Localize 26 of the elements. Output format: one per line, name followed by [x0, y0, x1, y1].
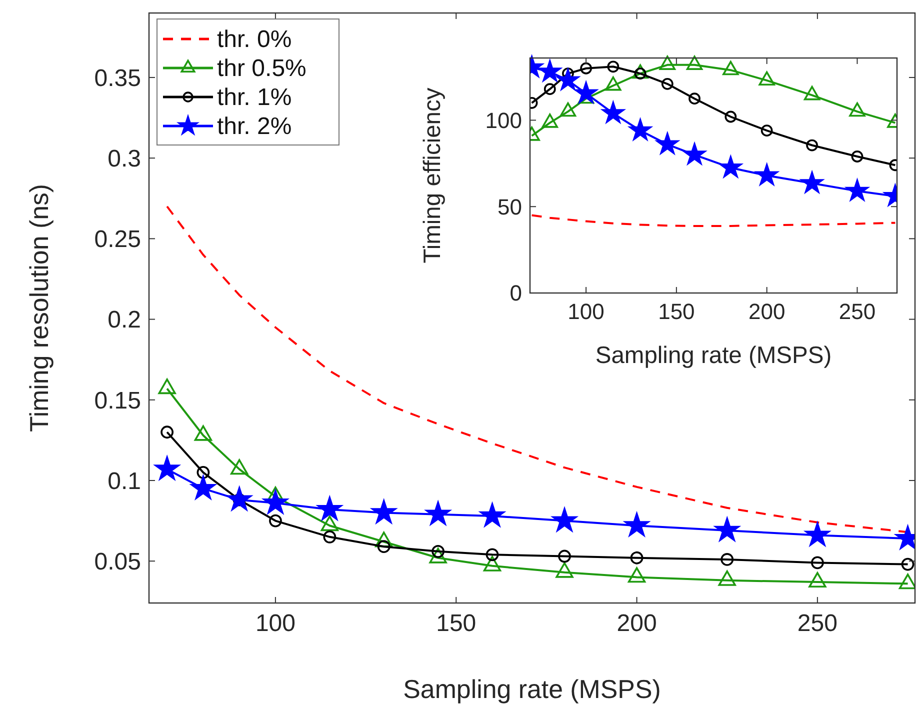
y-tick-label: 100	[485, 108, 522, 133]
y-tick-label: 0.25	[94, 226, 141, 254]
x-tick-label: 250	[797, 610, 838, 637]
legend-label: thr. 0%	[217, 26, 292, 53]
x-tick-label: 150	[436, 610, 476, 637]
y-tick-label: 0.2	[108, 306, 141, 334]
legend-label: thr. 2%	[217, 113, 292, 140]
y-axis-title: Timing resolution (ns)	[26, 184, 54, 432]
y-tick-label: 0.15	[94, 387, 141, 414]
y-tick-label: 50	[498, 194, 522, 220]
x-axis-title: Sampling rate (MSPS)	[403, 676, 661, 704]
x-tick-label: 200	[748, 299, 786, 324]
y-axis-title: Timing efficiency	[419, 88, 446, 264]
legend-label: thr 0.5%	[217, 55, 306, 82]
x-tick-label: 250	[838, 299, 876, 324]
y-tick-label: 0	[510, 280, 522, 306]
x-tick-label: 200	[616, 610, 657, 637]
x-tick-label: 150	[658, 299, 695, 324]
legend-label: thr. 1%	[217, 84, 292, 111]
x-tick-label: 100	[568, 299, 604, 324]
x-axis-title: Sampling rate (MSPS)	[595, 342, 832, 369]
x-tick-label: 100	[255, 610, 296, 637]
y-tick-label: 0.1	[108, 468, 141, 495]
y-tick-label: 0.35	[94, 64, 141, 92]
y-tick-label: 0.05	[94, 548, 141, 576]
y-tick-label: 0.3	[108, 145, 141, 172]
